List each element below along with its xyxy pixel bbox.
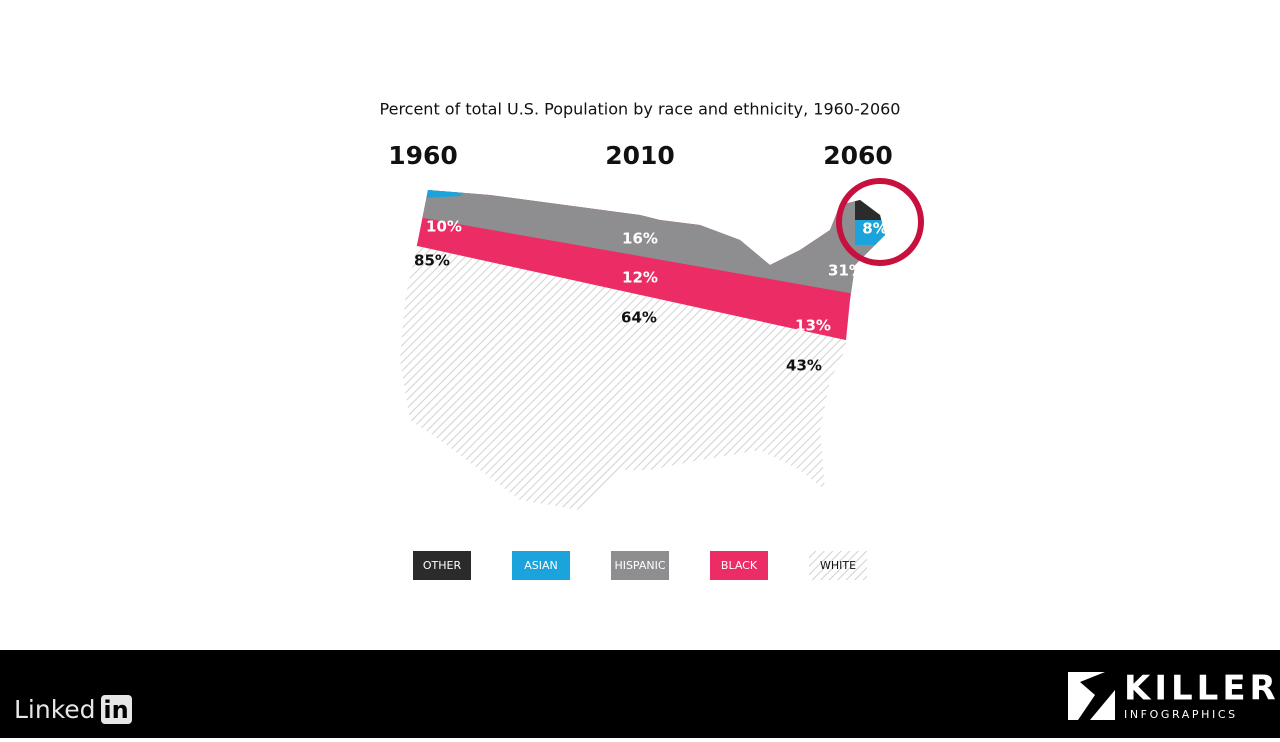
legend-label: ASIAN bbox=[524, 559, 558, 572]
brand: KILLER bbox=[1124, 669, 1280, 709]
legend-label: HISPANIC bbox=[614, 559, 665, 572]
linkedin-box bbox=[101, 695, 132, 724]
legend-swatch bbox=[611, 551, 669, 580]
legend-label: BLACK bbox=[721, 559, 758, 572]
linkedin-box-text: in bbox=[103, 696, 128, 724]
year: 2010 bbox=[605, 141, 675, 170]
year: 1960 bbox=[388, 141, 458, 170]
asian-band bbox=[420, 190, 470, 198]
label: 8% bbox=[862, 220, 887, 238]
legend-swatch bbox=[710, 551, 768, 580]
label: 13% bbox=[795, 317, 831, 335]
legend-label: OTHER bbox=[423, 559, 462, 572]
legend-swatch bbox=[809, 551, 867, 580]
legend-swatch bbox=[512, 551, 570, 580]
asian-region bbox=[855, 220, 885, 245]
legend: OTHER ASIAN HISPANIC BLACK WHITE bbox=[413, 551, 867, 580]
brand-sub: INFOGRAPHICS bbox=[1124, 708, 1238, 721]
title: Percent of total U.S. Population by race… bbox=[380, 100, 901, 119]
label: 31% bbox=[828, 262, 864, 280]
year: 2060 bbox=[823, 141, 893, 170]
highlight-circle bbox=[836, 178, 924, 266]
linkedin-text: Linked bbox=[14, 695, 96, 724]
label: 12% bbox=[622, 269, 658, 287]
label: 85% bbox=[414, 252, 450, 270]
label: 10% bbox=[426, 218, 462, 236]
label: 43% bbox=[786, 357, 822, 375]
brand-icon-cut bbox=[1078, 672, 1115, 720]
label: 16% bbox=[622, 230, 658, 248]
legend-label: WHITE bbox=[820, 559, 856, 572]
label: 64% bbox=[621, 309, 657, 327]
footer bbox=[0, 650, 1280, 738]
legend-swatch bbox=[413, 551, 471, 580]
